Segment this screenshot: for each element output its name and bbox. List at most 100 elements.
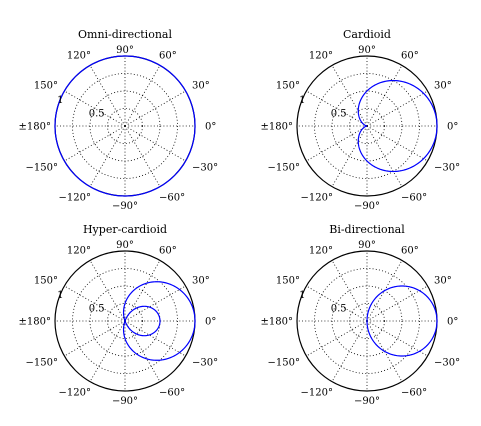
radial-gridline: [107, 303, 143, 339]
radial-gridline: [72, 73, 178, 179]
angular-gridline: [124, 320, 186, 357]
angle-tick-label: ±180°: [19, 122, 51, 133]
angle-tick-label: −120°: [59, 388, 91, 399]
angle-tick-label: 30°: [192, 276, 210, 287]
angle-tick-label: 120°: [67, 245, 91, 256]
angle-tick-label: 90°: [116, 240, 134, 251]
polar-chart-bi-directional: Bi-directional 0° 30° 60° 90° 120° 150° ±180° −1…: [261, 223, 461, 407]
angle-tick-label: −30°: [434, 163, 460, 174]
angle-tick-label: −60°: [401, 388, 427, 399]
angle-tick-label: 30°: [192, 81, 210, 92]
angle-tick-label: −120°: [301, 193, 333, 204]
angle-tick-label: ±180°: [19, 317, 51, 328]
angle-tick-label: 120°: [309, 50, 333, 61]
radial-tick-label: 1: [57, 290, 63, 301]
angular-gridline: [89, 65, 126, 127]
angle-tick-label: 90°: [358, 240, 376, 251]
radial-tick-label: 0.5: [89, 109, 105, 120]
angle-tick-label: −90°: [112, 396, 138, 407]
angle-tick-label: −30°: [434, 358, 460, 369]
angle-tick-label: 60°: [401, 50, 419, 61]
angle-tick-label: −30°: [192, 163, 218, 174]
radial-tick-label: 1: [299, 95, 305, 106]
angle-tick-label: 0°: [205, 317, 216, 328]
angle-tick-label: 0°: [205, 122, 216, 133]
angle-tick-label: −120°: [301, 388, 333, 399]
radial-tick-label: 0.5: [89, 304, 105, 315]
angle-tick-label: 0°: [447, 317, 458, 328]
radial-gridline: [314, 73, 420, 179]
angular-gridline: [331, 260, 368, 322]
pattern-curve: [366, 285, 438, 357]
angular-gridline: [331, 65, 368, 127]
angle-tick-label: −120°: [59, 193, 91, 204]
chart-title: Cardioid: [343, 28, 391, 41]
radial-gridline: [314, 268, 420, 374]
angle-tick-label: −90°: [112, 201, 138, 212]
angular-gridline: [89, 125, 126, 187]
angle-tick-label: ±180°: [261, 317, 293, 328]
angular-gridline: [366, 90, 428, 127]
angle-tick-label: 150°: [34, 81, 58, 92]
polar-chart-omni-directional: Omni-directional 0° 30° 60° 90° 120° 150° ±180°…: [19, 28, 219, 212]
radial-tick-label: 0.5: [331, 109, 347, 120]
radial-tick-label: 1: [299, 290, 305, 301]
angular-gridline: [366, 320, 428, 357]
angle-tick-label: 90°: [358, 45, 376, 56]
radial-tick-label: 1: [57, 95, 63, 106]
radial-gridline: [107, 108, 143, 144]
angular-gridline: [64, 90, 126, 127]
angle-tick-label: 150°: [276, 81, 300, 92]
angular-gridline: [306, 125, 368, 162]
radial-gridline: [72, 268, 178, 374]
angular-gridline: [124, 320, 161, 382]
angle-tick-label: 90°: [116, 45, 134, 56]
angular-gridline: [64, 125, 126, 162]
angle-tick-label: −60°: [401, 193, 427, 204]
angle-tick-label: −90°: [354, 201, 380, 212]
polar-chart-cardioid: Cardioid 0° 30° 60° 90° 120° 150° ±180° −150° −12…: [261, 28, 461, 212]
radial-gridline: [89, 90, 161, 162]
angular-gridline: [366, 260, 403, 322]
angular-gridline: [64, 320, 126, 357]
angle-tick-label: −60°: [159, 388, 185, 399]
angle-tick-label: ±180°: [261, 122, 293, 133]
angle-tick-label: −150°: [268, 163, 300, 174]
angle-tick-label: 60°: [159, 245, 177, 256]
angle-tick-label: 30°: [434, 81, 452, 92]
angle-tick-label: −150°: [26, 163, 58, 174]
angular-gridline: [124, 125, 186, 162]
angular-gridline: [124, 260, 161, 322]
angular-gridline: [124, 285, 186, 322]
angular-gridline: [306, 90, 368, 127]
angular-gridline: [89, 320, 126, 382]
angular-gridline: [366, 320, 403, 382]
angle-tick-label: −150°: [268, 358, 300, 369]
angle-tick-label: 30°: [434, 276, 452, 287]
radial-gridline: [349, 108, 385, 144]
pattern-curve: [54, 55, 196, 197]
angular-gridline: [64, 285, 126, 322]
angular-gridline: [366, 125, 428, 162]
pattern-curve: [122, 281, 196, 361]
radial-gridline: [331, 285, 403, 357]
angle-tick-label: 120°: [309, 245, 333, 256]
angle-tick-label: 60°: [159, 50, 177, 61]
angular-gridline: [89, 260, 126, 322]
angle-tick-label: −30°: [192, 358, 218, 369]
angle-tick-label: 0°: [447, 122, 458, 133]
chart-title: Hyper-cardioid: [83, 223, 167, 236]
chart-title: Omni-directional: [78, 28, 172, 41]
angular-gridline: [366, 65, 403, 127]
polar-chart-hyper-cardioid: Hyper-cardioid 0° 30° 60° 90° 120° 150° ±180° −1…: [19, 223, 219, 407]
radial-tick-label: 0.5: [331, 304, 347, 315]
angular-gridline: [331, 125, 368, 187]
chart-title: Bi-directional: [329, 223, 405, 236]
angle-tick-label: 120°: [67, 50, 91, 61]
angle-tick-label: 150°: [34, 276, 58, 287]
radial-gridline: [349, 303, 385, 339]
angular-gridline: [124, 90, 186, 127]
angular-gridline: [366, 125, 403, 187]
angular-gridline: [306, 320, 368, 357]
